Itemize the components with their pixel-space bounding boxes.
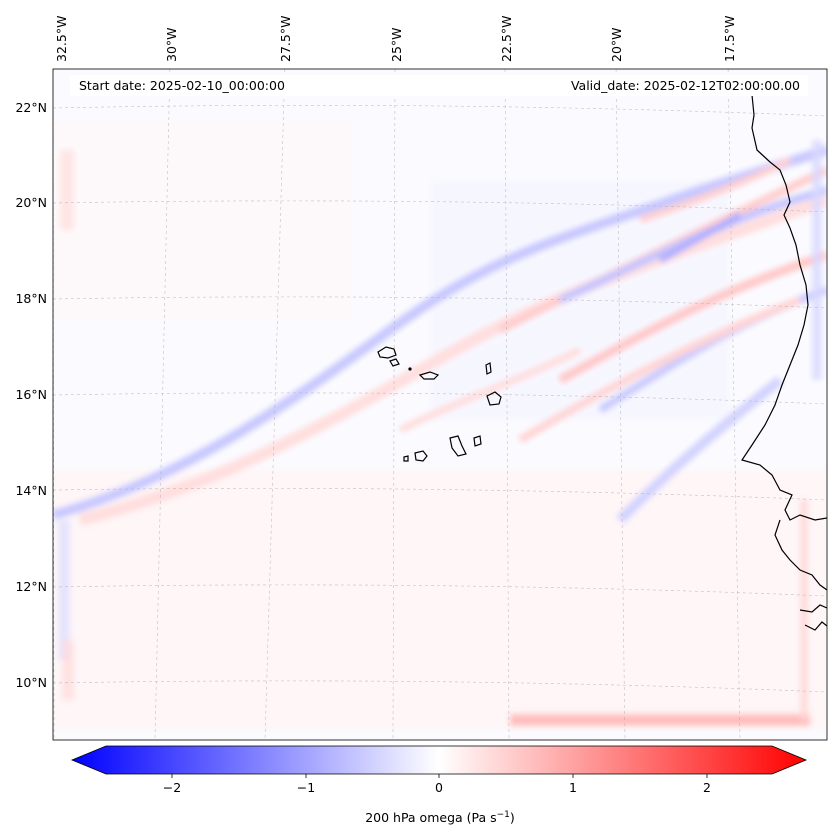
- colorbar-tick-neg2: −2: [163, 780, 181, 795]
- colorbar: −2 −1 0 1 2 200 hPa omega (Pa s−1): [70, 745, 808, 825]
- lat-label-20n: 20°N: [15, 195, 47, 210]
- lat-label-22n: 22°N: [15, 100, 47, 115]
- start-date-label: Start date: 2025-02-10_00:00:00: [79, 78, 285, 93]
- lat-label-10n: 10°N: [15, 675, 47, 690]
- lon-label-30w: 30°W: [164, 27, 179, 62]
- colorbar-ticks: [171, 774, 708, 778]
- colorbar-tick-neg1: −1: [297, 780, 315, 795]
- map-frame: [52, 68, 828, 741]
- lon-label-27-5w: 27.5°W: [278, 16, 293, 62]
- omega-field: [53, 120, 827, 730]
- colorbar-bar: [70, 745, 808, 775]
- lon-label-25w: 25°W: [389, 27, 404, 62]
- island-sao-vicente: [389, 358, 400, 367]
- colorbar-label: 200 hPa omega (Pa s−1): [365, 810, 515, 825]
- lon-label-32-5w: 32.5°W: [54, 16, 69, 62]
- valid-date-label: Valid_date: 2025-02-12T02:00:00.00: [571, 78, 800, 93]
- island-santo-antao: [377, 346, 397, 359]
- colorbar-tick-2: 2: [703, 780, 711, 795]
- colorbar-tick-1: 1: [569, 780, 577, 795]
- lon-label-17-5w: 17.5°W: [722, 16, 737, 62]
- lat-label-14n: 14°N: [15, 483, 47, 498]
- lon-label-20w: 20°W: [609, 27, 624, 62]
- annotation-box: [70, 75, 808, 96]
- lon-tick-labels: 32.5°W 30°W 27.5°W 25°W 22.5°W 20°W 17.5…: [54, 16, 737, 62]
- island-brava: [403, 455, 409, 462]
- island-sao-nicolau: [418, 371, 440, 380]
- lat-label-12n: 12°N: [15, 579, 47, 594]
- lat-label-16n: 16°N: [15, 387, 47, 402]
- lat-label-18n: 18°N: [15, 291, 47, 306]
- island-santiago: [449, 435, 467, 457]
- lon-label-22-5w: 22.5°W: [499, 16, 514, 62]
- gridlines: [53, 69, 827, 740]
- lat-tick-labels: 22°N 20°N 18°N 16°N 14°N 12°N 10°N: [15, 100, 47, 690]
- island-boa-vista: [486, 391, 502, 406]
- colorbar-tick-0: 0: [435, 780, 443, 795]
- island-fogo: [414, 450, 428, 462]
- coastlines: [377, 94, 827, 631]
- island-maio: [473, 435, 482, 447]
- island-sal: [485, 362, 492, 375]
